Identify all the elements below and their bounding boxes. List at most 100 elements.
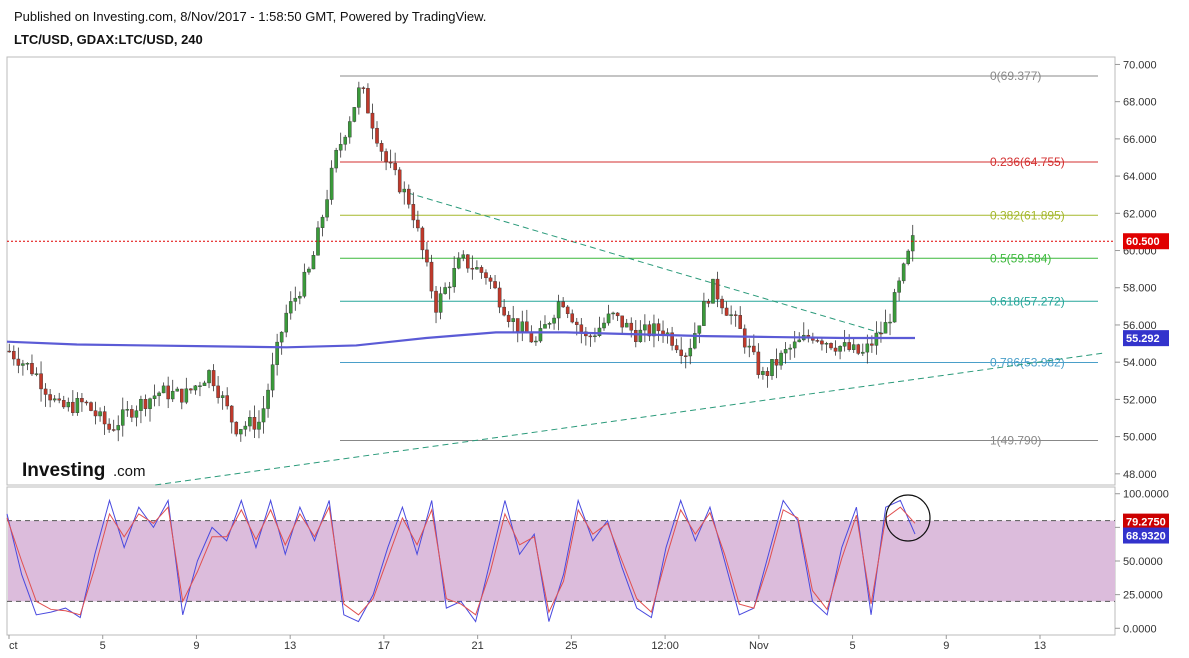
price-tick-label: 58.000 <box>1123 283 1157 295</box>
candle-body <box>257 421 261 430</box>
stoch-tick-label: 100.0000 <box>1123 489 1169 501</box>
candle-body <box>375 127 379 144</box>
candle-body <box>634 330 638 342</box>
candle-body <box>561 301 565 308</box>
price-tick-label: 48.000 <box>1123 469 1157 481</box>
candle-body <box>452 268 456 288</box>
candle-body <box>870 343 874 346</box>
candle-body <box>89 402 93 411</box>
stochastic-lines <box>6 498 916 623</box>
candle-body <box>366 88 370 114</box>
price-tick-label: 64.000 <box>1123 171 1157 183</box>
candle-body <box>838 346 842 352</box>
logo-text: Investing <box>22 460 105 481</box>
candle-body <box>693 333 697 349</box>
ma-price-tag-bg <box>1123 330 1169 347</box>
candle-body <box>552 317 556 324</box>
candle-body <box>207 370 211 384</box>
candle-body <box>302 271 307 297</box>
stoch-tick-label: 50.0000 <box>1123 556 1163 568</box>
candle-body <box>643 324 647 331</box>
candle-body <box>792 341 797 349</box>
current-price-tag: 60.500 <box>1126 236 1160 248</box>
price-tick-label: 52.000 <box>1123 394 1157 406</box>
candle-body <box>7 350 12 353</box>
time-tick-label: 5 <box>100 640 106 652</box>
fib-label-1: 1(49.790) <box>990 434 1041 448</box>
candle-body <box>556 301 561 319</box>
time-tick-label: 9 <box>943 640 949 652</box>
candle-body <box>506 314 511 322</box>
candle-body <box>647 324 652 337</box>
candle-body <box>543 324 547 329</box>
candle-body <box>357 87 361 108</box>
candle-body <box>547 323 552 325</box>
candle-body <box>202 382 207 386</box>
candle-body <box>134 410 139 418</box>
candle-body <box>16 358 21 366</box>
candle-body <box>824 343 829 345</box>
candle-body <box>683 355 688 357</box>
fib-label-0.382: 0.382(61.895) <box>990 208 1065 222</box>
investing-logo: Investing .com <box>22 460 146 481</box>
candle-body <box>102 411 107 425</box>
candle-body <box>511 318 515 322</box>
candle-body <box>815 340 820 342</box>
candle-body <box>479 267 484 273</box>
candle-body <box>820 340 824 345</box>
candle-body <box>520 321 525 332</box>
candle-body <box>211 370 216 387</box>
candle-body <box>774 359 779 366</box>
time-tick-label: 9 <box>193 640 199 652</box>
stoch-line-pct-D <box>6 505 916 616</box>
candle-body <box>61 399 66 408</box>
candle-body <box>829 343 833 349</box>
candle-body <box>84 401 89 404</box>
candle-body <box>279 331 284 343</box>
candle-body <box>320 216 325 228</box>
candle-body <box>397 169 402 193</box>
candle-body <box>493 281 497 289</box>
stoch-k-tag: 68.9320 <box>1126 531 1166 543</box>
candle-body <box>43 388 48 395</box>
current-price-tag-bg <box>1123 233 1169 250</box>
fib-label-0: 0(69.377) <box>990 69 1041 83</box>
candle-body <box>629 322 634 331</box>
candle-body <box>765 371 770 376</box>
candle-body <box>534 340 538 343</box>
candle-body <box>851 344 856 350</box>
price-axis: 48.00050.00052.00054.00056.00058.00060.0… <box>1115 59 1157 481</box>
candle-body <box>910 235 915 252</box>
stoch-d-tag: 79.2750 <box>1126 517 1166 529</box>
price-tick-label: 56.000 <box>1123 320 1157 332</box>
candle-body <box>443 287 447 294</box>
candle-body <box>234 421 239 435</box>
candle-body <box>21 363 25 366</box>
candle-body <box>120 409 125 426</box>
candle-body <box>901 263 906 282</box>
candle-body <box>729 314 733 316</box>
candle-body <box>497 287 502 308</box>
stoch-k-tag-bg <box>1123 527 1169 544</box>
candle-body <box>379 143 384 152</box>
candle-body <box>157 392 161 397</box>
stoch-tick-label: 0.0000 <box>1123 623 1157 635</box>
candle-body <box>425 249 429 263</box>
time-tick-label: 13 <box>1034 640 1046 652</box>
candle-body <box>148 398 152 409</box>
stoch-band-fill <box>8 520 1115 602</box>
candle-body <box>71 401 75 413</box>
time-tick-label: ct <box>9 640 18 652</box>
candle-body <box>638 329 643 342</box>
candle-body <box>656 323 661 332</box>
candle-body <box>538 328 543 342</box>
candle-body <box>788 347 792 350</box>
candle-body <box>48 394 52 401</box>
logo-suffix: .com <box>113 463 146 480</box>
candle-body <box>384 151 388 163</box>
candle-body <box>39 373 43 390</box>
candle-body <box>175 388 180 392</box>
highlight-circle <box>885 494 931 542</box>
